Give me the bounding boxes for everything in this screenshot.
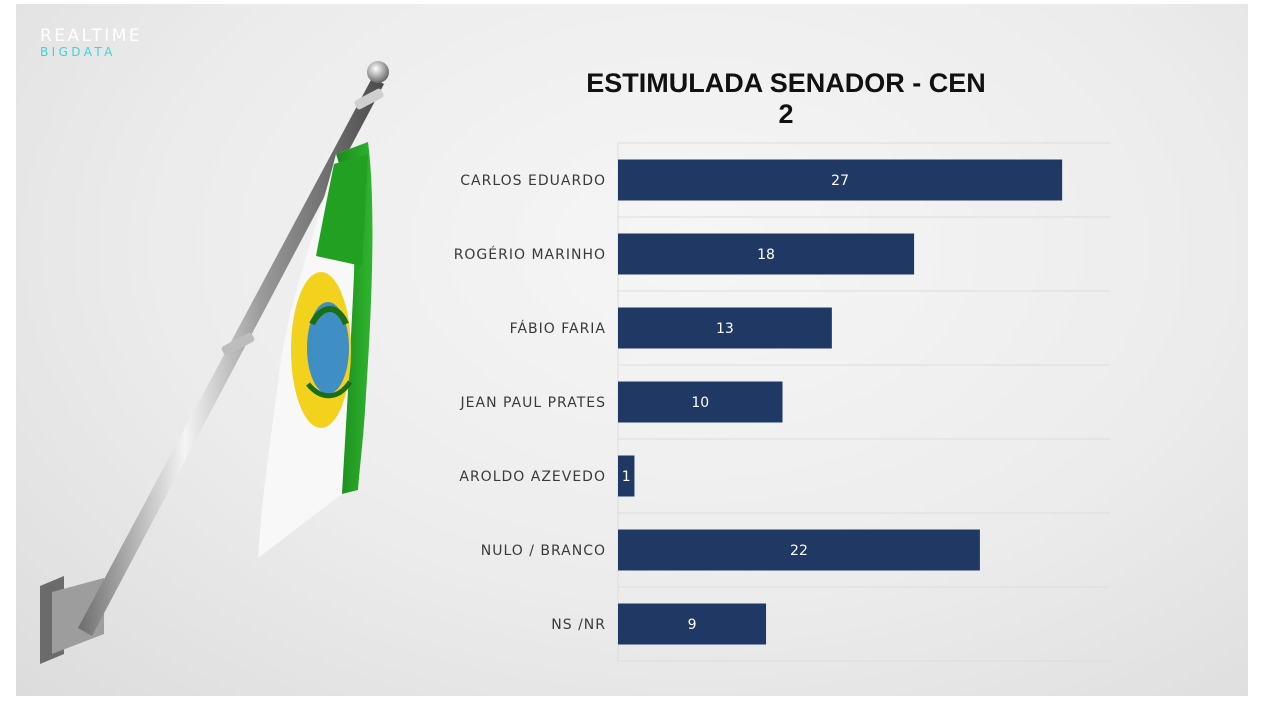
category-label: NULO / BRANCO xyxy=(481,543,606,559)
category-label: NS /NR xyxy=(551,617,606,633)
chart-title: ESTIMULADA SENADOR - CEN 2 xyxy=(586,68,986,129)
brand-logo-line2: BIGDATA xyxy=(40,45,116,59)
category-label: CARLOS EDUARDO xyxy=(460,173,606,189)
bar xyxy=(618,381,783,423)
bar xyxy=(618,307,832,349)
brand-logo: REALTIME BIGDATA xyxy=(40,26,143,59)
bar xyxy=(618,159,1063,201)
slide-canvas: REALTIME BIGDATA xyxy=(16,4,1248,696)
data-label: 18 xyxy=(757,247,775,263)
category-label: ROGÉRIO MARINHO xyxy=(454,246,606,263)
flag-pole-illustration xyxy=(40,61,389,664)
data-label: 27 xyxy=(831,173,849,189)
bar xyxy=(618,233,915,275)
data-label: 13 xyxy=(716,321,734,337)
brand-logo-line1: REALTIME xyxy=(40,26,143,46)
pole-shape xyxy=(78,78,384,636)
data-label: 9 xyxy=(688,617,697,633)
data-label: 22 xyxy=(790,543,808,559)
bar xyxy=(618,529,980,571)
category-label: AROLDO AZEVEDO xyxy=(459,469,606,485)
data-label: 1 xyxy=(622,469,631,485)
bar xyxy=(618,455,635,497)
data-label: 10 xyxy=(691,395,709,411)
category-label: FÁBIO FARIA xyxy=(510,320,606,337)
bar xyxy=(618,603,767,645)
category-label: JEAN PAUL PRATES xyxy=(460,395,606,411)
pole-knob-icon xyxy=(367,61,389,83)
